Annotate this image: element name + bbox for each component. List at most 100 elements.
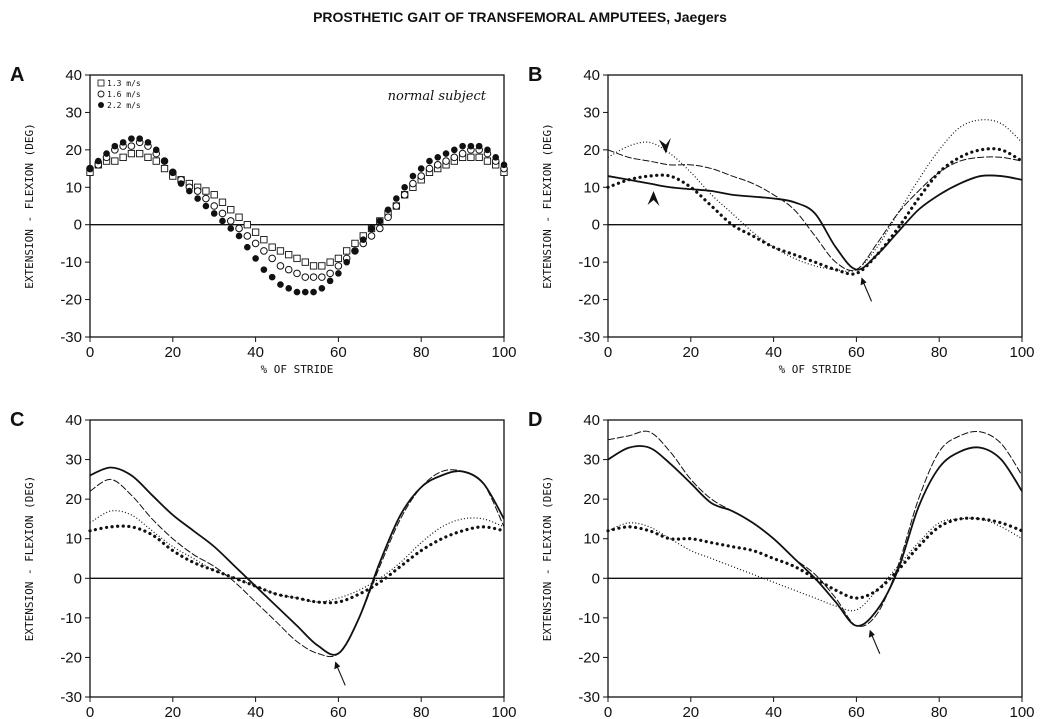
y-tick-label: 0 xyxy=(74,217,82,234)
plot-frame xyxy=(607,419,1023,698)
data-point xyxy=(243,221,251,229)
data-point xyxy=(326,269,334,278)
y-tick-label: 20 xyxy=(583,142,600,159)
panel-a: A -30 -20 -10 0 10 20 30 40 0 20 40 60 80 100 % OF STRI… xyxy=(10,64,517,376)
y-axis-label: EXTENSION - FLEXION (DEG) xyxy=(23,123,36,289)
data-point xyxy=(111,157,119,165)
data-point xyxy=(442,150,450,157)
annotation-text: normal subject xyxy=(388,89,487,104)
data-point xyxy=(218,209,227,218)
series-line-dotted xyxy=(89,510,505,603)
x-tick-label: 100 xyxy=(1009,344,1034,361)
data-point xyxy=(334,254,343,263)
arrow-indicator xyxy=(335,664,346,686)
x-tick-label: 40 xyxy=(765,344,782,361)
arrow-head xyxy=(334,661,341,670)
y-tick-label: -30 xyxy=(578,329,600,346)
series-line-dotted xyxy=(607,119,1023,273)
data-point xyxy=(128,135,135,142)
y-axis-label: EXTENSION - FLEXION (DEG) xyxy=(541,123,554,289)
data-point xyxy=(260,247,268,255)
data-point xyxy=(177,180,185,187)
x-tick-label: 40 xyxy=(765,704,782,719)
y-tick-label: 40 xyxy=(65,412,82,429)
arrow-indicator xyxy=(862,280,873,302)
data-point xyxy=(326,277,334,285)
data-point xyxy=(376,217,384,225)
plot-frame xyxy=(607,74,1023,338)
data-point xyxy=(144,139,152,146)
data-point xyxy=(343,247,351,255)
plot-frame xyxy=(89,419,505,698)
data-point xyxy=(194,195,201,202)
y-tick-label: -10 xyxy=(578,610,600,627)
y-tick-label: 10 xyxy=(583,531,600,548)
panel-letter: D xyxy=(528,409,542,431)
series-line-dotted xyxy=(607,517,1023,612)
data-point xyxy=(318,262,326,270)
x-tick-label: 60 xyxy=(848,344,865,361)
data-point xyxy=(210,202,218,210)
y-axis-label: EXTENSION - FLEXION (DEG) xyxy=(23,476,36,642)
data-point xyxy=(467,142,475,150)
data-point xyxy=(276,247,285,255)
data-point xyxy=(434,154,442,161)
data-point xyxy=(351,247,359,255)
series-line-solid xyxy=(607,174,1023,271)
panel-letter: B xyxy=(528,64,542,86)
data-point xyxy=(285,285,293,292)
data-point xyxy=(326,258,334,266)
series-line-solid xyxy=(607,445,1023,627)
data-point xyxy=(227,206,235,214)
data-point xyxy=(210,210,218,217)
y-tick-label: -30 xyxy=(578,689,600,706)
x-axis-label: % OF STRIDE xyxy=(261,363,334,376)
x-tick-label: 100 xyxy=(491,344,516,361)
data-point xyxy=(492,154,500,161)
data-point xyxy=(285,251,293,259)
y-tick-label: 0 xyxy=(592,217,600,234)
arrowhead-marker xyxy=(647,191,660,207)
y-tick-label: 0 xyxy=(74,570,82,587)
x-tick-label: 80 xyxy=(931,344,948,361)
data-point xyxy=(160,164,169,173)
series-line-dashed xyxy=(607,149,1023,272)
y-tick-label: -20 xyxy=(60,292,82,309)
series-line-heavy-dotted xyxy=(606,147,1024,276)
data-point xyxy=(218,198,227,206)
x-tick-label: 0 xyxy=(86,704,94,719)
data-point xyxy=(103,150,110,157)
data-point xyxy=(136,149,144,158)
series-line-heavy-dotted xyxy=(606,516,1024,600)
data-point xyxy=(152,157,160,165)
data-point xyxy=(343,258,350,266)
y-tick-label: 10 xyxy=(65,179,82,196)
data-point xyxy=(400,190,409,199)
series-line-solid xyxy=(89,466,505,656)
legend-label: 1.3 m/s xyxy=(107,79,141,88)
data-point xyxy=(94,157,102,165)
series-line-heavy-dotted xyxy=(88,524,506,605)
data-point xyxy=(127,149,136,158)
data-point xyxy=(425,164,434,173)
data-point xyxy=(483,157,492,165)
data-point xyxy=(301,288,309,296)
data-point xyxy=(458,149,467,158)
data-point xyxy=(368,225,375,232)
y-tick-label: 20 xyxy=(65,142,82,159)
legend: 1.3 m/s 1.6 m/s 2.2 m/s xyxy=(97,79,141,110)
series-line-dashed xyxy=(607,430,1023,627)
y-tick-label: 20 xyxy=(583,491,600,508)
data-point xyxy=(244,243,251,251)
data-point xyxy=(169,169,177,176)
data-point xyxy=(293,269,301,278)
y-tick-label: -30 xyxy=(60,329,82,346)
y-tick-label: -20 xyxy=(578,649,600,666)
data-point xyxy=(226,217,235,225)
y-tick-label: 40 xyxy=(583,412,600,429)
data-point xyxy=(393,195,400,202)
data-point xyxy=(309,262,318,270)
figure-title: PROSTHETIC GAIT OF TRANSFEMORAL AMPUTEES… xyxy=(313,9,727,25)
